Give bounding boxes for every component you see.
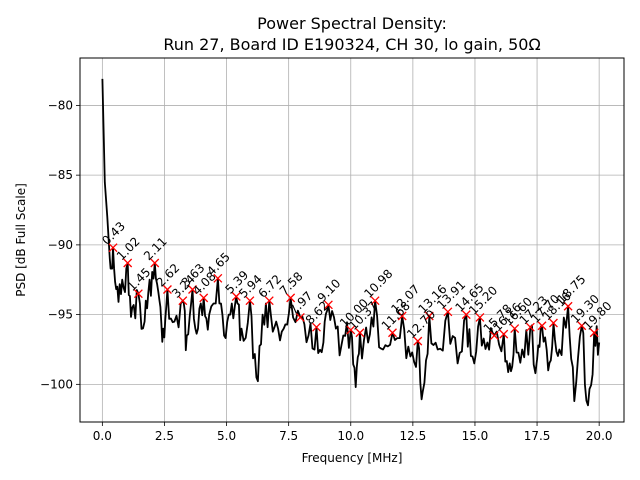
- peak-marker: [346, 325, 356, 335]
- peak-marker: [388, 328, 397, 338]
- chart-subtitle: Run 27, Board ID E190324, CH 30, lo gain…: [163, 35, 540, 54]
- y-tick-label: −85: [48, 168, 73, 182]
- x-tick-label: 10.0: [337, 429, 364, 443]
- peak-marker: [563, 301, 573, 311]
- peak-marker: [295, 312, 305, 322]
- peak-marker: [108, 243, 118, 253]
- y-tick-label: −95: [48, 308, 73, 322]
- peak-marker: [323, 300, 333, 310]
- peak-marker: [150, 258, 160, 268]
- x-axis-label: Frequency [MHz]: [302, 451, 403, 465]
- peak-marker: [188, 285, 197, 294]
- peak-marker: [461, 310, 471, 320]
- peak-marker: [162, 285, 172, 294]
- peak-label: 4.65: [204, 250, 233, 279]
- y-tick-label: −100: [40, 377, 73, 391]
- peak-marker: [199, 293, 209, 303]
- peak-marker: [245, 296, 255, 306]
- peak-marker: [397, 311, 407, 321]
- peak-marker: [312, 322, 321, 332]
- axes-frame: [79, 57, 625, 423]
- peak-marker: [475, 312, 485, 322]
- peak-marker: [213, 273, 223, 283]
- chart-title: Power Spectral Density:: [257, 14, 447, 33]
- peak-marker: [489, 331, 499, 340]
- grid: [80, 58, 624, 422]
- x-tick-label: 15.0: [462, 429, 489, 443]
- peak-marker: [499, 329, 509, 339]
- y-axis-ticks: −80 −85 −90 −95 −100: [40, 98, 80, 391]
- peak-markers: [108, 243, 599, 346]
- y-tick-label: −90: [48, 238, 73, 252]
- peak-marker: [413, 336, 423, 346]
- peak-marker: [286, 293, 296, 303]
- peak-label: 9.10: [315, 276, 344, 305]
- peak-marker: [264, 296, 274, 306]
- x-tick-label: 0.0: [93, 429, 112, 443]
- peak-marker: [231, 292, 241, 301]
- psd-line: [101, 78, 601, 407]
- peak-marker: [577, 321, 587, 331]
- x-tick-label: 17.5: [524, 429, 551, 443]
- peak-marker: [589, 328, 599, 338]
- x-tick-label: 12.5: [399, 429, 426, 443]
- peak-marker: [123, 258, 133, 268]
- peak-marker: [424, 311, 434, 321]
- x-tick-label: 7.5: [279, 429, 298, 443]
- peak-marker: [525, 322, 535, 332]
- peak-marker: [178, 296, 188, 306]
- peak-marker: [548, 318, 558, 328]
- y-axis-label: PSD [dB Full Scale]: [14, 183, 28, 297]
- plot-area: [101, 78, 601, 407]
- peak-marker: [355, 328, 365, 338]
- peak-marker: [510, 324, 520, 334]
- peak-marker: [133, 289, 143, 299]
- x-tick-label: 20.0: [586, 429, 613, 443]
- peak-label: 10.98: [361, 267, 395, 301]
- y-tick-label: −80: [48, 98, 73, 112]
- x-tick-label: 2.5: [155, 429, 174, 443]
- peak-marker: [537, 321, 547, 331]
- x-axis-ticks: 0.0 2.5 5.0 7.5 10.0 12.5 15.0 17.5 20.0: [93, 422, 613, 443]
- peak-marker: [370, 296, 380, 306]
- x-tick-label: 5.0: [217, 429, 236, 443]
- peak-marker: [443, 307, 453, 317]
- peak-label: 2.11: [141, 234, 170, 263]
